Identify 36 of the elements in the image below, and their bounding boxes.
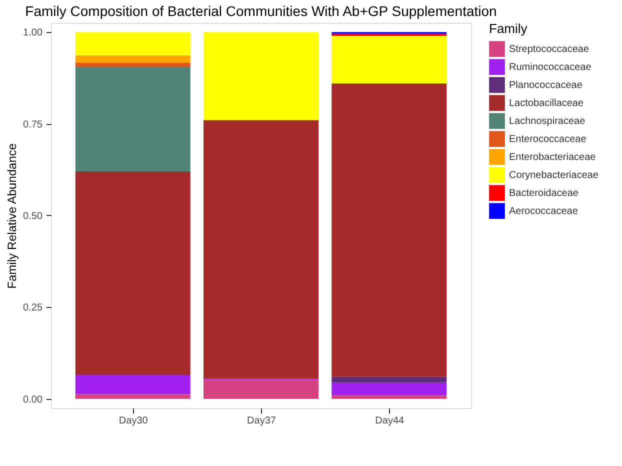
y-tick-label: 0.00 bbox=[23, 394, 43, 406]
bar bbox=[332, 376, 447, 382]
y-tick-label: 0.75 bbox=[23, 119, 43, 130]
x-tick-label: Day44 bbox=[375, 416, 405, 426]
legend-label: Lactobacillaceae bbox=[509, 98, 584, 109]
bar bbox=[204, 380, 318, 399]
legend-label: Corynebacteriaceae bbox=[509, 170, 599, 181]
y-tick-label: 0.25 bbox=[23, 302, 43, 314]
legend-label: Bacteroidaceae bbox=[509, 188, 579, 199]
y-tick-label: 1.00 bbox=[23, 28, 43, 39]
x-tick-label: Day30 bbox=[118, 416, 148, 426]
bar bbox=[75, 67, 190, 172]
legend-title: Family bbox=[489, 21, 528, 36]
legend-label: Aerococcaceae bbox=[509, 206, 578, 217]
bar bbox=[75, 32, 190, 56]
x-tick-label: Day37 bbox=[247, 416, 276, 426]
bar bbox=[75, 55, 190, 63]
bar bbox=[204, 32, 318, 120]
bar bbox=[75, 62, 190, 67]
bar bbox=[332, 84, 447, 377]
bar bbox=[332, 36, 447, 84]
legend-label: Ruminococcaceae bbox=[509, 62, 592, 73]
bar bbox=[204, 120, 318, 379]
bar bbox=[332, 382, 447, 396]
legend-label: Enterococcaceae bbox=[509, 134, 587, 145]
legend-label: Lachnospiraceae bbox=[509, 116, 586, 127]
bar bbox=[332, 395, 447, 399]
legend-label: Enterobacteriaceae bbox=[509, 152, 596, 163]
y-tick-label: 0.50 bbox=[23, 211, 43, 222]
chart-title: Family Composition of Bacterial Communities With Ab+GP Supplementation bbox=[25, 3, 497, 19]
y-axis-title: Family Relative Abundance bbox=[5, 142, 20, 289]
bar bbox=[75, 375, 190, 394]
bar bbox=[75, 394, 190, 399]
bar bbox=[75, 172, 190, 375]
legend-label: Planococcaceae bbox=[509, 80, 583, 91]
legend-label: Streptococcaceae bbox=[509, 44, 590, 55]
